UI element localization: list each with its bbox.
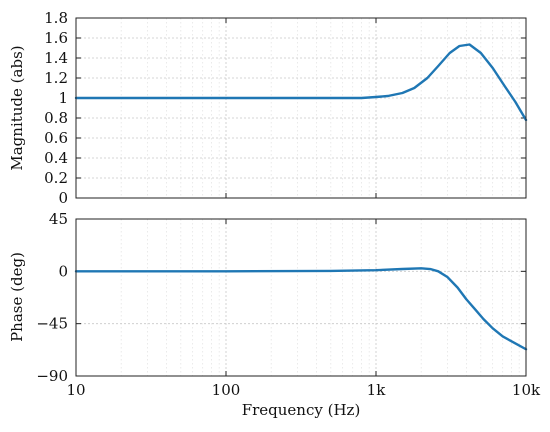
y-tick-label: 0 [58,189,68,207]
y-tick-label: −90 [36,367,68,385]
x-tick-label: 1k [367,381,387,399]
y-axis-label: Magnitude (abs) [8,45,26,170]
plot-frame [75,17,527,199]
x-tick-label: 10 [66,381,85,399]
x-axis-label: Frequency (Hz) [242,401,361,419]
y-tick-label: 0.8 [44,109,68,127]
y-axis-label: Phase (deg) [8,252,26,342]
y-tick-label: 0 [58,262,68,280]
y-tick-label: 1.8 [44,9,68,27]
y-tick-label: 1.2 [44,69,68,87]
y-tick-label: 0.2 [44,169,68,187]
y-tick-label: 1.4 [44,49,68,67]
y-tick-label: 0.4 [44,149,68,167]
y-tick-label: 0.6 [44,129,68,147]
magnitude-series-line [74,43,528,122]
phase-panel: −90 −45 0 45 10 100 1k 10k Phase (deg) [8,210,541,399]
y-tick-label: 1.6 [44,29,68,47]
y-tick-label: 45 [49,210,68,228]
magnitude-panel: 0 0.2 0.4 0.6 0.8 1 1.2 1.4 1.6 1.8 Magnitude (abs… [8,9,528,207]
x-tick-label: 100 [212,381,241,399]
y-tick-label: −45 [36,315,68,333]
x-tick-label: 10k [512,381,541,399]
y-tick-label: 1 [58,89,68,107]
phase-series-line [74,267,528,351]
plot-frame [75,218,527,377]
